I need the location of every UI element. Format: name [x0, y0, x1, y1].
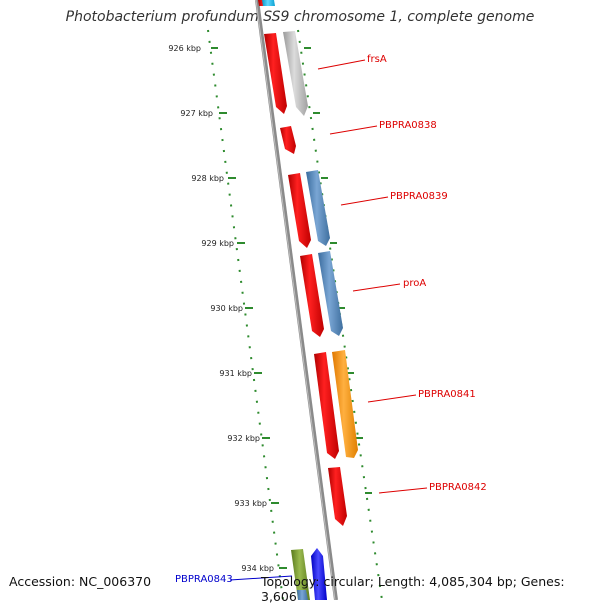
tick-label: 934 kbp — [241, 564, 274, 573]
gene-arrow-PBPRA0841[interactable] — [314, 352, 339, 459]
gene-label-PBPRA0841[interactable]: PBPRA0841 — [418, 389, 476, 400]
tick-label: 928 kbp — [191, 174, 224, 183]
gene-label-proA[interactable]: proA — [403, 278, 426, 289]
leader-line-PBPRA0843 — [229, 575, 293, 581]
gene-arrows — [258, 0, 358, 600]
gene-label-frsA[interactable]: frsA — [367, 54, 387, 65]
gene-arrow[interactable] — [306, 170, 330, 246]
gene-arrow-PBPRA0838[interactable] — [280, 126, 296, 154]
tick-label: 931 kbp — [219, 369, 252, 378]
leader-line-PBPRA0842 — [378, 487, 428, 494]
leader-line-PBPRA0838 — [329, 125, 378, 135]
gene-arrow-PBPRA0842[interactable] — [328, 467, 347, 526]
gene-arrow[interactable] — [291, 549, 310, 600]
map-title: Photobacterium profundum SS9 chromosome … — [65, 9, 535, 25]
gene-arrow-proA[interactable] — [300, 254, 324, 337]
leader-line-PBPRA0841 — [367, 394, 417, 403]
gene-label-PBPRA0838[interactable]: PBPRA0838 — [379, 120, 437, 131]
gene-labels: frsA PBPRA0838 PBPRA0839 proA PBPRA0841 … — [175, 54, 487, 585]
gene-arrow[interactable] — [283, 31, 308, 116]
gene-label-PBPRA0842[interactable]: PBPRA0842 — [429, 482, 487, 493]
label-leaders — [229, 59, 428, 581]
gene-arrow[interactable] — [332, 350, 358, 458]
tick-label: 933 kbp — [234, 499, 267, 508]
tick-label: 930 kbp — [210, 304, 243, 313]
ruler-ticks: 926 kbp 927 kbp 928 kbp 929 kbp 930 kbp … — [168, 44, 372, 573]
gene-arrow-frsA[interactable] — [264, 33, 287, 114]
backbone-highlight — [255, 0, 336, 600]
tick-label: 927 kbp — [180, 109, 213, 118]
accession-text: Accession: NC_006370 — [9, 574, 152, 589]
backbone-line — [255, 0, 338, 600]
tick-label: 932 kbp — [227, 434, 260, 443]
leader-line-PBPRA0839 — [340, 196, 389, 206]
gene-label-PBPRA0843[interactable]: PBPRA0843 — [175, 574, 233, 585]
gene-arrow-PBPRA0843[interactable] — [311, 548, 327, 600]
gene-arrow[interactable] — [262, 0, 275, 6]
tick-label: 926 kbp — [168, 44, 201, 53]
inner-guide-line — [207, 29, 284, 600]
tick-label: 929 kbp — [201, 239, 234, 248]
gene-label-PBPRA0839[interactable]: PBPRA0839 — [390, 191, 448, 202]
gene-arrow[interactable] — [297, 590, 308, 600]
leader-line-proA — [352, 283, 401, 292]
gene-arrow-PBPRA0839[interactable] — [288, 173, 311, 248]
leader-line-frsA — [317, 59, 366, 70]
gene-arrow[interactable] — [318, 251, 343, 336]
